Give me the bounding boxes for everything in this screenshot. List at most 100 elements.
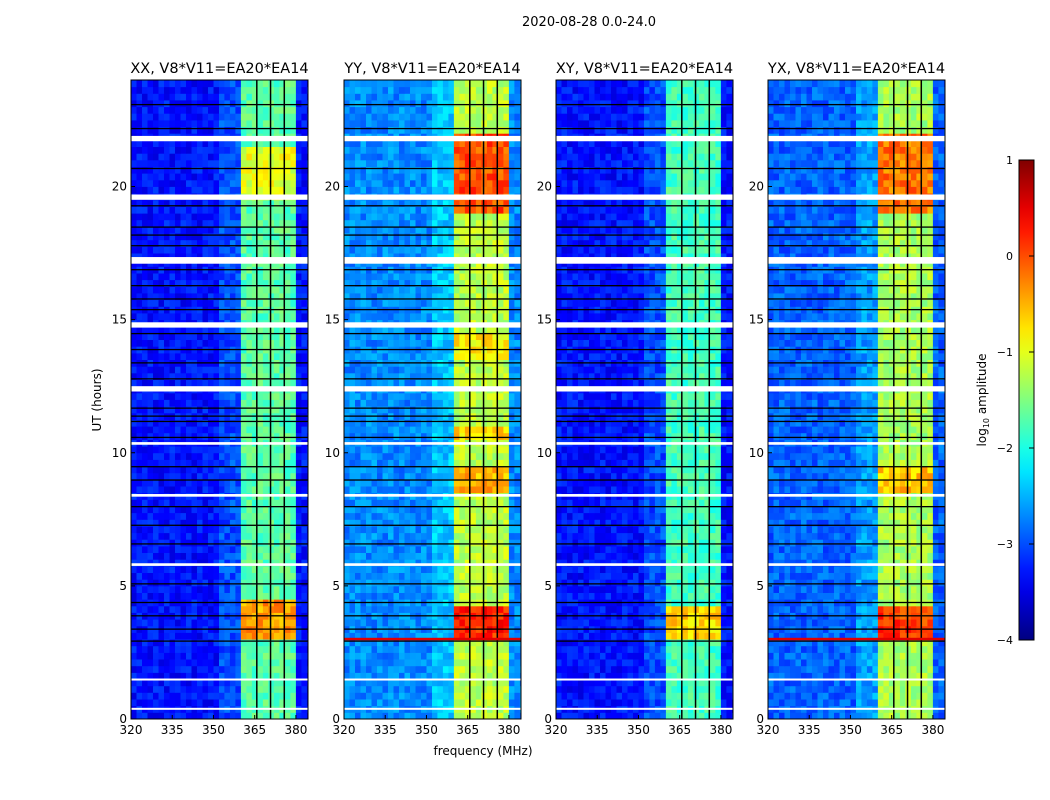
heatmap-cell bbox=[360, 406, 367, 414]
heatmap-cell bbox=[147, 286, 154, 294]
heatmap-cell bbox=[251, 106, 258, 114]
flag-line-black bbox=[131, 415, 308, 417]
heatmap-cell bbox=[503, 432, 510, 440]
heatmap-cell bbox=[268, 466, 275, 474]
heatmap-cell bbox=[366, 472, 372, 480]
heatmap-cell bbox=[240, 559, 247, 567]
heatmap-cell bbox=[208, 392, 214, 400]
heatmap-cell bbox=[426, 679, 433, 687]
heatmap-cell bbox=[257, 712, 264, 720]
heatmap-cell bbox=[268, 86, 275, 94]
heatmap-cell bbox=[131, 472, 137, 480]
heatmap-cell bbox=[377, 605, 383, 613]
heatmap-cell bbox=[180, 652, 187, 660]
heatmap-cell bbox=[432, 452, 438, 460]
heatmap-cell bbox=[251, 392, 258, 400]
heatmap-cell bbox=[464, 479, 471, 487]
heatmap-cell bbox=[219, 526, 225, 534]
heatmap-cell bbox=[202, 585, 209, 593]
heatmap-cell bbox=[497, 665, 504, 673]
heatmap-cell bbox=[153, 579, 159, 587]
heatmap-cell bbox=[486, 446, 493, 454]
heatmap-cell bbox=[273, 486, 280, 494]
heatmap-cell bbox=[268, 479, 275, 487]
heatmap-cell bbox=[344, 392, 350, 400]
heatmap-cell bbox=[246, 639, 253, 647]
heatmap-cell bbox=[142, 559, 148, 567]
heatmap-cell bbox=[377, 459, 383, 467]
heatmap-cell bbox=[213, 579, 220, 587]
heatmap-cell bbox=[240, 672, 247, 680]
heatmap-cell bbox=[393, 379, 400, 387]
heatmap-cell bbox=[377, 652, 383, 660]
heatmap-cell bbox=[290, 93, 297, 101]
heatmap-cell bbox=[197, 206, 203, 214]
heatmap-cell bbox=[290, 213, 297, 221]
heatmap-cell bbox=[202, 166, 209, 174]
heatmap-cell bbox=[175, 199, 181, 207]
heatmap-cell bbox=[191, 126, 198, 134]
heatmap-cell bbox=[284, 419, 291, 427]
heatmap-cell bbox=[235, 286, 242, 294]
heatmap-cell bbox=[290, 645, 297, 653]
x-tick-label: 380 bbox=[284, 723, 307, 737]
heatmap-cell bbox=[131, 579, 137, 587]
heatmap-cell bbox=[240, 80, 247, 88]
heatmap-cell bbox=[197, 545, 203, 553]
heatmap-cell bbox=[459, 532, 466, 540]
heatmap-cell bbox=[503, 692, 510, 700]
heatmap-cell bbox=[180, 512, 187, 520]
heatmap-cell bbox=[257, 619, 264, 627]
heatmap-cell bbox=[158, 679, 165, 687]
heatmap-cell bbox=[442, 659, 449, 667]
heatmap-cell bbox=[355, 619, 361, 627]
heatmap-cell bbox=[268, 545, 275, 553]
heatmap-cell bbox=[279, 552, 286, 560]
heatmap-cell bbox=[475, 406, 482, 414]
heatmap-cell bbox=[464, 592, 471, 600]
heatmap-cell bbox=[492, 692, 499, 700]
heatmap-cell bbox=[279, 579, 286, 587]
heatmap-cell bbox=[251, 213, 258, 221]
heatmap-cell bbox=[437, 652, 444, 660]
heatmap-cell bbox=[224, 452, 231, 460]
heatmap-cell bbox=[459, 446, 466, 454]
heatmap-cell bbox=[142, 499, 148, 507]
heatmap-cell bbox=[514, 526, 521, 534]
heatmap-cell bbox=[229, 339, 236, 347]
heatmap-cell bbox=[268, 273, 275, 281]
heatmap-cell bbox=[164, 459, 170, 467]
heatmap-cell bbox=[279, 519, 286, 527]
heatmap-cell bbox=[131, 446, 137, 454]
heatmap-cell bbox=[169, 93, 176, 101]
heatmap-cell bbox=[481, 406, 488, 414]
heatmap-cell bbox=[158, 499, 165, 507]
heatmap-cell bbox=[360, 619, 367, 627]
heatmap-cell bbox=[470, 419, 477, 427]
heatmap-cell bbox=[349, 432, 356, 440]
heatmap-cell bbox=[301, 159, 308, 167]
heatmap-cell bbox=[164, 119, 170, 127]
heatmap-cell bbox=[246, 352, 253, 360]
heatmap-cell bbox=[180, 273, 187, 281]
heatmap-cell bbox=[290, 199, 297, 207]
flag-line-white bbox=[131, 678, 308, 681]
heatmap-cell bbox=[290, 559, 297, 567]
heatmap-cell bbox=[268, 113, 275, 121]
heatmap-cell bbox=[136, 126, 143, 134]
heatmap-cell bbox=[202, 559, 209, 567]
heatmap-cell bbox=[344, 565, 350, 573]
heatmap-cell bbox=[164, 352, 170, 360]
heatmap-cell bbox=[158, 339, 165, 347]
heatmap-cell bbox=[197, 173, 203, 181]
heatmap-cell bbox=[404, 432, 411, 440]
heatmap-cell bbox=[197, 246, 203, 254]
heatmap-cell bbox=[158, 479, 165, 487]
heatmap-cell bbox=[497, 545, 504, 553]
heatmap-cell bbox=[175, 399, 181, 407]
heatmap-cell bbox=[257, 645, 264, 653]
heatmap-cell bbox=[497, 532, 504, 540]
heatmap-cell bbox=[191, 339, 198, 347]
heatmap-cell bbox=[508, 519, 515, 527]
heatmap-cell bbox=[486, 459, 493, 467]
